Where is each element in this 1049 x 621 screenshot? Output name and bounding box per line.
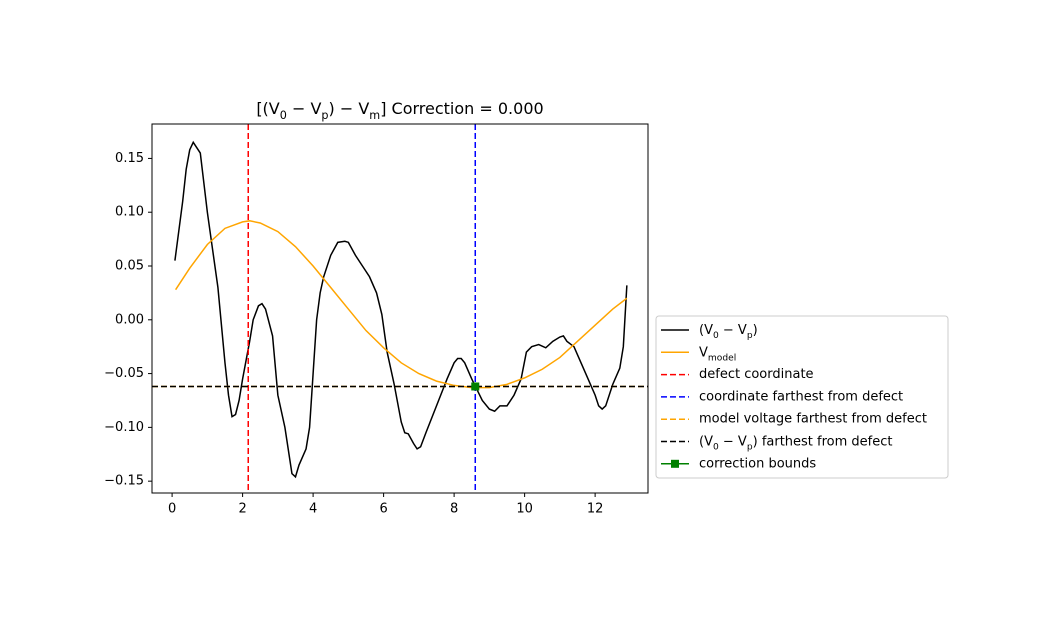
series-line	[174, 140, 628, 479]
x-tick-label: 12	[587, 502, 604, 517]
legend-label: (V0 − Vp) farthest from defect	[699, 434, 893, 452]
legend-box	[655, 315, 949, 479]
x-tick-label: 2	[238, 502, 246, 517]
chart-title: [(V0 − Vp) − Vm] Correction = 0.000	[256, 99, 543, 122]
legend-label: Vmodel	[699, 345, 736, 363]
y-tick-label: 0.00	[115, 312, 144, 327]
legend-marker	[671, 459, 679, 468]
y-tick-label: −0.05	[104, 366, 144, 381]
y-tick-label: −0.10	[104, 420, 144, 435]
legend-label: coordinate farthest from defect	[699, 389, 903, 404]
x-tick-label: 4	[309, 502, 317, 517]
x-tick-label: 6	[379, 502, 387, 517]
series-line	[174, 220, 628, 389]
marker	[471, 382, 480, 391]
legend-label: defect coordinate	[699, 367, 814, 382]
y-tick-label: −0.15	[104, 474, 144, 489]
y-tick-label: 0.15	[115, 151, 144, 166]
plot-frame	[151, 123, 649, 494]
x-tick-label: 8	[450, 502, 458, 517]
legend-label: model voltage farthest from defect	[699, 412, 927, 427]
x-tick-label: 10	[516, 502, 533, 517]
y-tick-label: 0.05	[115, 259, 144, 274]
x-tick-label: 0	[168, 502, 176, 517]
y-tick-label: 0.10	[115, 205, 144, 220]
legend-label: (V0 − Vp)	[699, 323, 758, 341]
legend-label: correction bounds	[699, 456, 816, 471]
